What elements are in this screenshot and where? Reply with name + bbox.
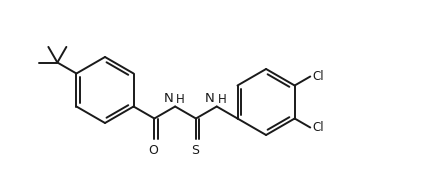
Text: O: O [148,143,158,156]
Text: N: N [205,92,215,104]
Text: Cl: Cl [312,70,324,83]
Text: N: N [163,92,173,104]
Text: H: H [218,93,227,105]
Text: S: S [191,143,199,156]
Text: H: H [176,93,185,105]
Text: Cl: Cl [312,121,324,134]
